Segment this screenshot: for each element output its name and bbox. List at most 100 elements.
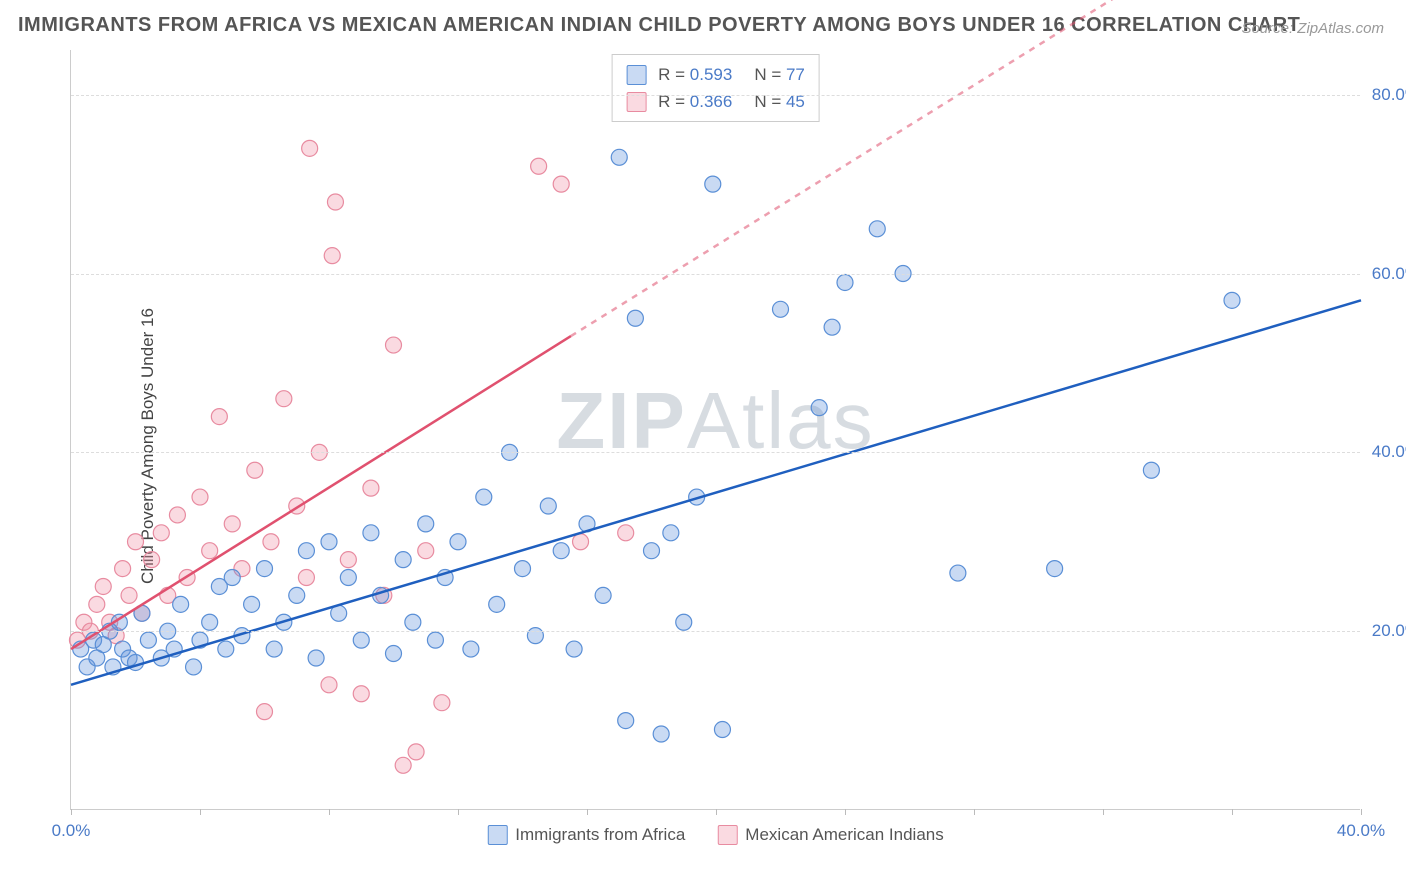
data-point <box>363 525 379 541</box>
data-point <box>824 319 840 335</box>
x-tick <box>587 809 588 815</box>
y-tick-label: 20.0% <box>1372 621 1406 641</box>
data-point <box>202 614 218 630</box>
data-point <box>869 221 885 237</box>
y-tick-label: 80.0% <box>1372 85 1406 105</box>
x-tick <box>1361 809 1362 815</box>
x-tick <box>458 809 459 815</box>
trend-line <box>71 300 1361 684</box>
trend-line-extrapolated <box>571 0 1361 336</box>
data-point <box>515 561 531 577</box>
data-point <box>527 628 543 644</box>
data-point <box>340 552 356 568</box>
data-point <box>244 596 260 612</box>
data-point <box>386 337 402 353</box>
gridline <box>71 274 1360 275</box>
data-point <box>427 632 443 648</box>
correlation-chart: IMMIGRANTS FROM AFRICA VS MEXICAN AMERIC… <box>0 0 1406 892</box>
data-point <box>121 587 137 603</box>
data-point <box>773 301 789 317</box>
data-point <box>618 525 634 541</box>
data-point <box>434 695 450 711</box>
x-tick <box>716 809 717 815</box>
data-point <box>115 561 131 577</box>
data-point <box>173 596 189 612</box>
data-point <box>95 578 111 594</box>
data-point <box>566 641 582 657</box>
legend-stat-row: R = 0.366N = 45 <box>626 88 805 115</box>
data-point <box>302 140 318 156</box>
gridline <box>71 631 1360 632</box>
data-point <box>324 248 340 264</box>
data-point <box>353 632 369 648</box>
legend-swatch <box>487 825 507 845</box>
data-point <box>308 650 324 666</box>
data-point <box>553 176 569 192</box>
data-point <box>202 543 218 559</box>
legend-swatch <box>626 65 646 85</box>
data-point <box>395 552 411 568</box>
data-point <box>705 176 721 192</box>
data-point <box>192 489 208 505</box>
data-point <box>1224 292 1240 308</box>
data-point <box>153 525 169 541</box>
data-point <box>321 677 337 693</box>
data-point <box>463 641 479 657</box>
data-point <box>289 587 305 603</box>
legend-series: Immigrants from Africa Mexican American I… <box>487 825 943 845</box>
legend-label: Immigrants from Africa <box>515 825 685 845</box>
data-point <box>395 757 411 773</box>
x-tick <box>71 809 72 815</box>
data-point <box>247 462 263 478</box>
data-point <box>531 158 547 174</box>
data-point <box>327 194 343 210</box>
data-point <box>676 614 692 630</box>
data-point <box>553 543 569 559</box>
source-attribution: Source: ZipAtlas.com <box>1241 20 1384 37</box>
legend-label: Mexican American Indians <box>745 825 943 845</box>
data-point <box>611 149 627 165</box>
data-point <box>353 686 369 702</box>
gridline <box>71 452 1360 453</box>
data-point <box>298 570 314 586</box>
gridline <box>71 95 1360 96</box>
data-point <box>950 565 966 581</box>
data-point <box>218 641 234 657</box>
data-point <box>363 480 379 496</box>
x-tick-label: 0.0% <box>52 821 91 841</box>
data-point <box>418 543 434 559</box>
x-tick <box>845 809 846 815</box>
data-point <box>627 310 643 326</box>
data-point <box>1143 462 1159 478</box>
data-point <box>418 516 434 532</box>
data-point <box>224 570 240 586</box>
plot-svg <box>71 50 1361 810</box>
data-point <box>298 543 314 559</box>
legend-item: Mexican American Indians <box>717 825 943 845</box>
data-point <box>128 534 144 550</box>
data-point <box>386 646 402 662</box>
data-point <box>89 596 105 612</box>
data-point <box>476 489 492 505</box>
data-point <box>276 391 292 407</box>
legend-swatch <box>717 825 737 845</box>
data-point <box>257 704 273 720</box>
data-point <box>224 516 240 532</box>
data-point <box>405 614 421 630</box>
data-point <box>266 641 282 657</box>
data-point <box>169 507 185 523</box>
data-point <box>263 534 279 550</box>
legend-item: Immigrants from Africa <box>487 825 685 845</box>
data-point <box>663 525 679 541</box>
data-point <box>1047 561 1063 577</box>
data-point <box>408 744 424 760</box>
data-point <box>186 659 202 675</box>
data-point <box>595 587 611 603</box>
x-tick <box>200 809 201 815</box>
data-point <box>321 534 337 550</box>
plot-area: ZIPAtlas R = 0.593N = 77R = 0.366N = 45 … <box>70 50 1360 810</box>
data-point <box>837 274 853 290</box>
data-point <box>573 534 589 550</box>
data-point <box>144 552 160 568</box>
y-tick-label: 40.0% <box>1372 442 1406 462</box>
